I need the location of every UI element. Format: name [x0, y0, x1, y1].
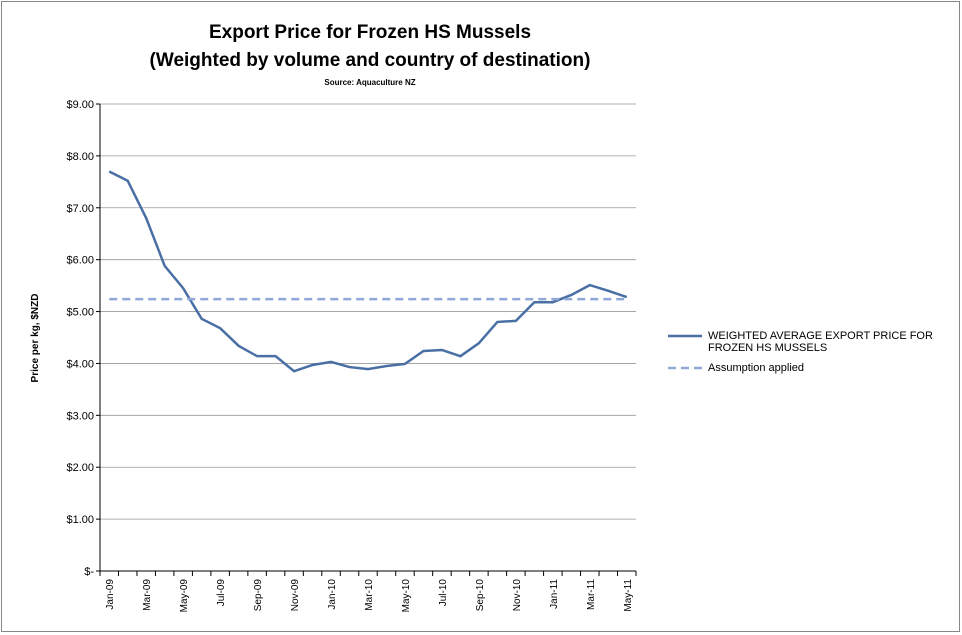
x-tick-label: May-10: [401, 579, 412, 613]
x-tick-label: Jan-11: [549, 579, 560, 609]
chart-title: Export Price for Frozen HS Mussels: [209, 22, 531, 43]
chart-source: Source: Aquaculture NZ: [324, 78, 415, 87]
y-tick-label: $3.00: [66, 410, 94, 422]
data-line: [108, 170, 628, 373]
legend: WEIGHTED AVERAGE EXPORT PRICE FOR FROZEN…: [668, 330, 958, 382]
y-tick-label: $9.00: [66, 99, 94, 111]
legend-swatch: [668, 334, 702, 338]
legend-label: Assumption applied: [708, 362, 805, 374]
x-tick-label: Jan-10: [327, 579, 338, 610]
x-tick-label: Mar-10: [364, 579, 375, 611]
x-tick-label: Jan-09: [105, 579, 116, 610]
x-tick-label: Jul-09: [216, 579, 227, 607]
x-tick-label: Nov-10: [512, 579, 523, 612]
legend-item: WEIGHTED AVERAGE EXPORT PRICE FOR FROZEN…: [668, 330, 958, 354]
x-tick-label: Mar-11: [586, 579, 597, 610]
x-tick-label: Mar-09: [142, 579, 153, 611]
x-tick-label: Jul-10: [438, 579, 449, 607]
y-tick-label: $4.00: [66, 358, 94, 370]
y-tick-label: $8.00: [66, 151, 94, 163]
x-tick-label: Nov-09: [290, 579, 301, 612]
x-tick-label: Sep-09: [253, 579, 264, 612]
chart-title-line-2: (Weighted by volume and country of desti…: [150, 50, 591, 71]
x-tick-label: Sep-10: [475, 579, 486, 612]
y-tick-label: $7.00: [66, 203, 94, 215]
x-tick-label: May-11: [623, 579, 634, 612]
y-tick-label: $1.00: [66, 514, 94, 526]
y-axis-title: Price per kg, $NZD: [30, 294, 41, 383]
legend-swatch: [668, 366, 702, 370]
y-tick-label: $-: [84, 566, 94, 578]
legend-item: Assumption applied: [668, 362, 958, 374]
y-tick-label: $2.00: [66, 462, 94, 474]
y-tick-label: $5.00: [66, 307, 94, 319]
y-tick-label: $6.00: [66, 255, 94, 267]
legend-label: WEIGHTED AVERAGE EXPORT PRICE FOR FROZEN…: [708, 330, 933, 354]
x-tick-label: May-09: [179, 579, 190, 613]
